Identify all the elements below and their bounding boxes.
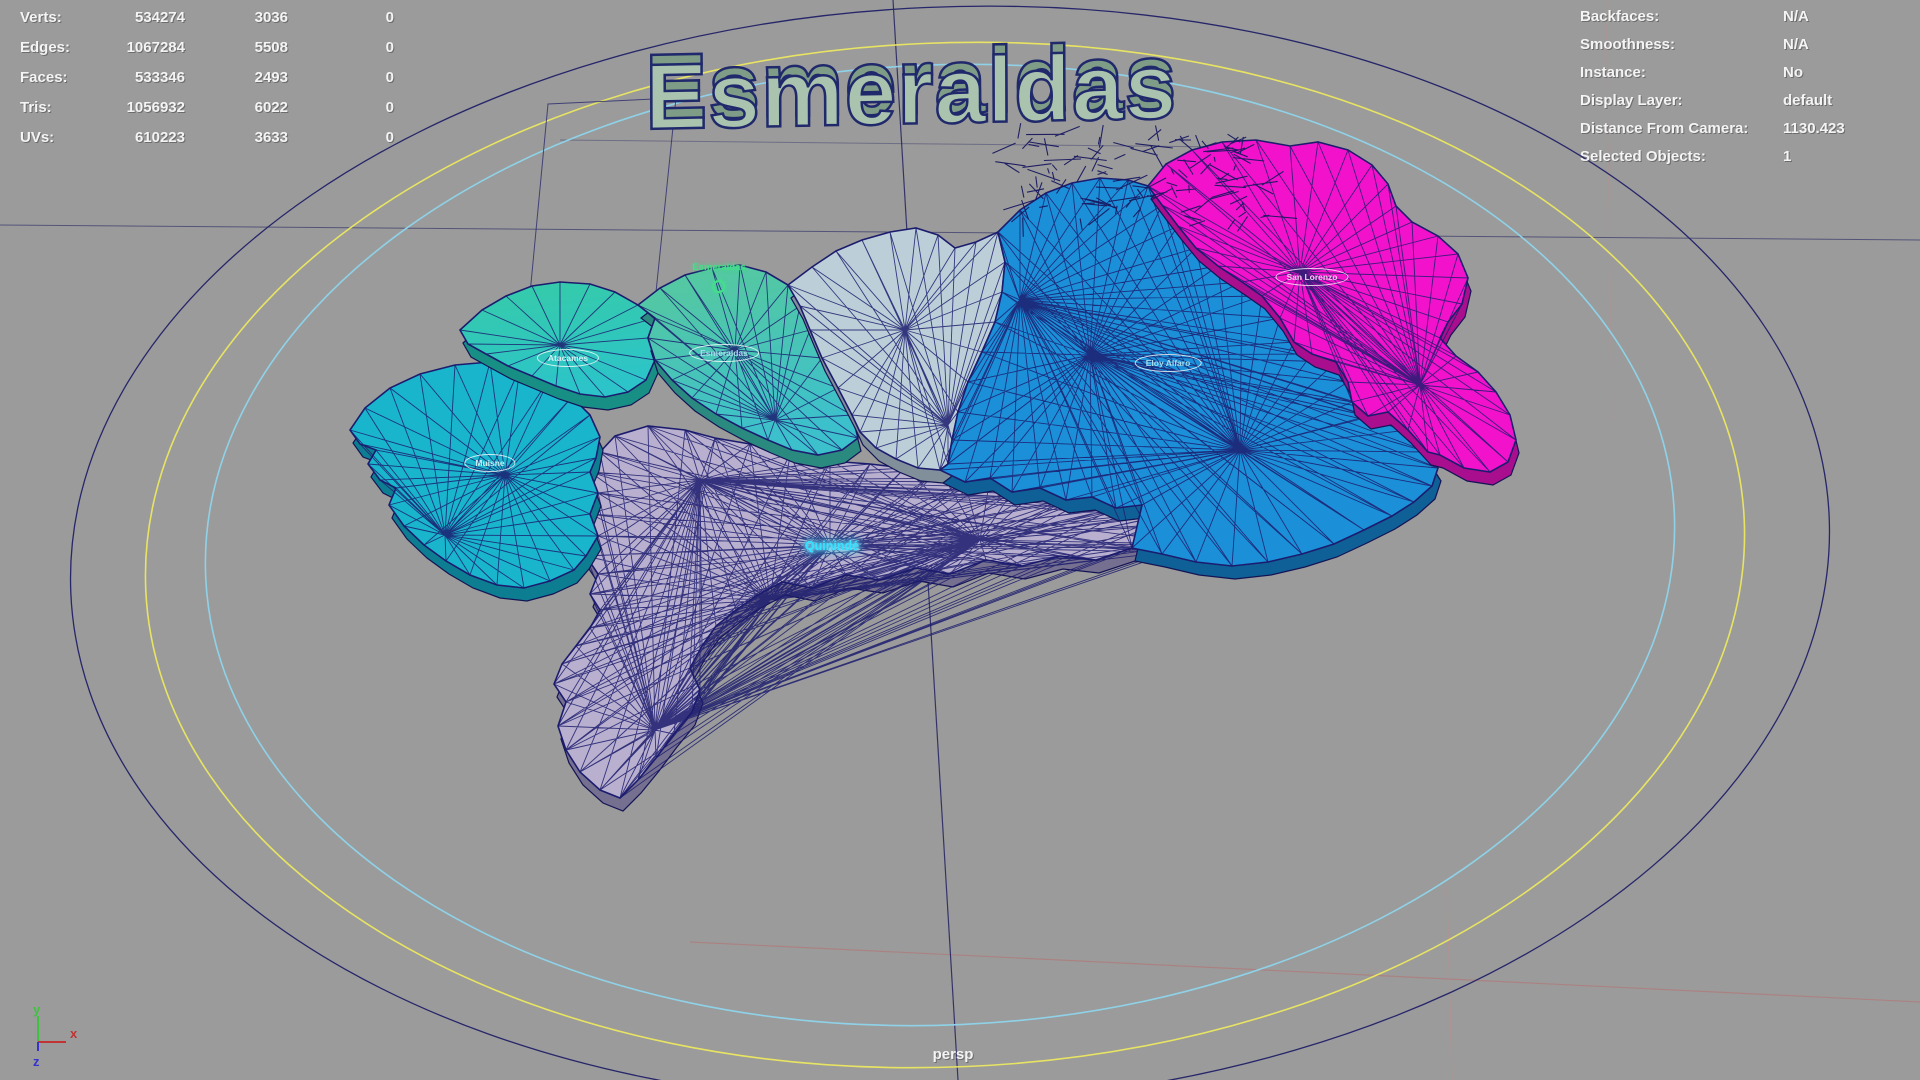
wireframe-muisne (349, 361, 601, 589)
hud-row-label: Smoothness: (1580, 35, 1676, 53)
hud-value: 1067284 (126, 38, 185, 56)
curve-yellow (144, 41, 1746, 1069)
city-marker-label: Esmeraldas (692, 262, 746, 273)
hud-row-label: Edges: (20, 38, 71, 56)
hud-value: 0 (385, 68, 394, 86)
z-axis-label: z (33, 1054, 40, 1069)
hud-poly-count: Verts: 534274 3036 0 Edges: 1067284 5508… (20, 2, 394, 152)
wireframe-eloy-alfaro (939, 177, 1439, 567)
hud-row-label: Display Layer: (1580, 91, 1683, 109)
hud-value: 1056932 (126, 98, 185, 116)
hud-row-label: Backfaces: (1580, 7, 1660, 25)
wireframe-quininde (553, 425, 1206, 799)
hud-value: default (1783, 91, 1833, 109)
hud-value: No (1783, 63, 1803, 81)
hud-value: 0 (385, 128, 394, 146)
delta-dense-mesh (992, 123, 1298, 237)
ground-curves (69, 5, 1831, 1080)
hud-value: 2493 (254, 68, 288, 86)
curve-navy (69, 5, 1831, 1080)
map-label-san-lorenzo: San Lorenzo (1275, 268, 1349, 286)
hud-value: 533346 (134, 68, 185, 86)
grid-axis-lines (689, 0, 1920, 1080)
hud-row-label: Faces: (20, 68, 68, 86)
hud-value: N/A (1783, 35, 1809, 53)
hud-value: 3633 (254, 128, 288, 146)
x-axis-label: x (70, 1026, 78, 1041)
city-marker-esmeraldas[interactable]: Esmeraldas (692, 262, 746, 293)
map-label-eloy-alfaro: Eloy Alfaro (1134, 354, 1202, 372)
hud-row-label: Distance From Camera: (1580, 119, 1749, 137)
hud-row-label: Selected Objects: (1580, 147, 1706, 165)
map-label-quininde: Quinindé (804, 539, 860, 553)
map-label-muisne: Muisne (464, 454, 516, 472)
hud-value: 6022 (254, 98, 288, 116)
city-pin-icon (712, 280, 726, 293)
map-label-atacames: Atacames (536, 349, 600, 367)
wireframe-san-lorenzo (1147, 139, 1517, 473)
camera-name-label: persp (932, 1046, 974, 1063)
esmeraldas-province-map[interactable] (349, 123, 1520, 812)
hud-row-label: UVs: (20, 128, 55, 146)
hud-value: N/A (1783, 7, 1809, 25)
hud-object-details: Backfaces: N/A Smoothness: N/A Instance:… (1580, 2, 1845, 170)
curve-cyan (204, 63, 1676, 1027)
hud-row-label: Tris: (20, 98, 52, 116)
hud-value: 610223 (134, 128, 185, 146)
hud-row-label: Verts: (20, 8, 62, 26)
axis-gizmo: y x z (33, 1002, 78, 1069)
hud-row-label: Instance: (1580, 63, 1646, 81)
hud-value: 0 (385, 8, 394, 26)
bounding-lines (529, 97, 677, 295)
hud-value: 3036 (254, 8, 288, 26)
hud-value: 0 (385, 98, 394, 116)
hud-value: 1 (1783, 147, 1792, 165)
hud-value: 5508 (254, 38, 288, 56)
title-3d-text[interactable]: Esmeraldas (644, 33, 1179, 151)
map-label-esmeraldas-canton: Esmeraldas (689, 344, 759, 362)
wireframe-rioverde (787, 227, 1006, 471)
hud-value: 534274 (134, 8, 185, 26)
hud-value: 0 (385, 38, 394, 56)
y-axis-label: y (33, 1002, 41, 1017)
hud-value: 1130.423 (1783, 119, 1845, 137)
